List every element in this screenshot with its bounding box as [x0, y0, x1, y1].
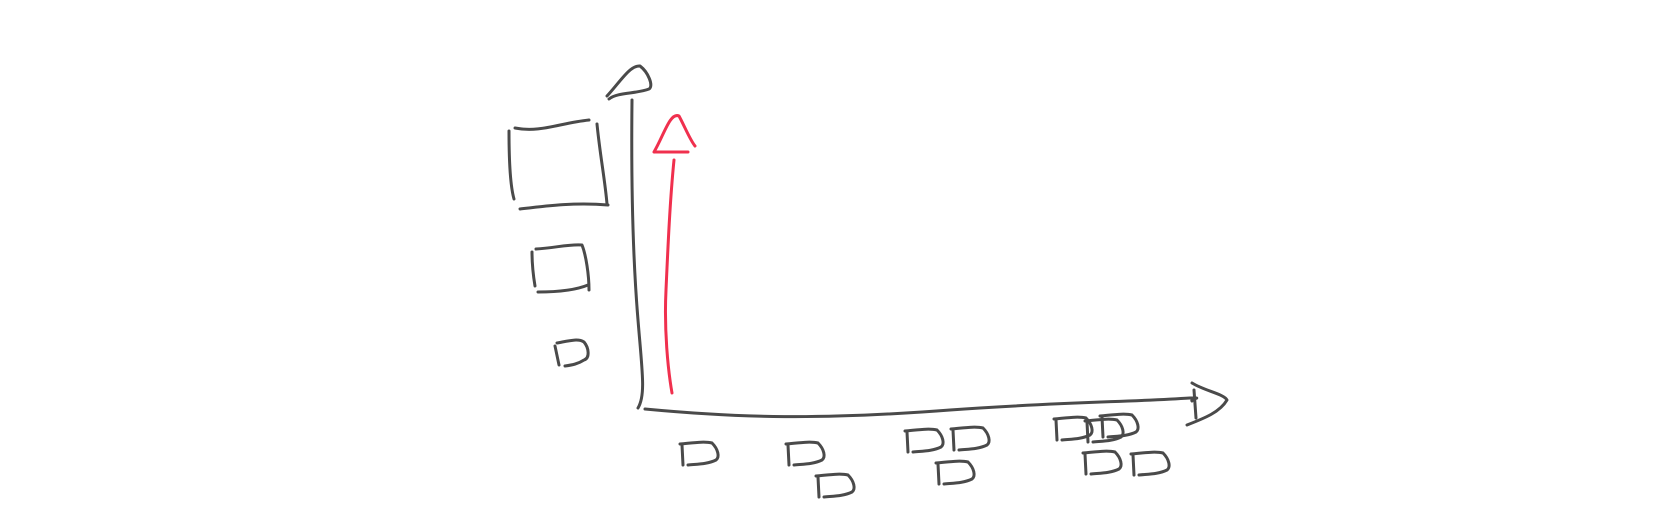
- x-axis-markers: [678, 412, 1171, 499]
- x-axis-d-marker: [1052, 415, 1094, 442]
- x-axis-arrowhead-base: [1192, 388, 1198, 420]
- x-axis-d-marker: [934, 459, 976, 486]
- x-axis-d-marker: [903, 427, 945, 454]
- x-axis-d-marker: [1098, 412, 1140, 439]
- x-axis-d-marker: [1083, 417, 1125, 444]
- x-axis-d-marker: [1081, 449, 1123, 476]
- y-axis-square-medium: [530, 243, 591, 294]
- x-axis-d-marker: [949, 425, 991, 452]
- y-axis-line: [630, 98, 645, 410]
- x-axis-arrowhead: [1185, 381, 1229, 427]
- y-axis-square-large: [507, 118, 610, 211]
- highlight-arrow-head: [652, 114, 697, 154]
- highlight-arrow-shaft: [663, 158, 676, 395]
- y-axis-arrowhead: [605, 64, 653, 101]
- x-axis-d-marker: [1129, 450, 1171, 477]
- x-axis-d-marker: [678, 440, 720, 467]
- y-axis-square-small: [553, 338, 590, 368]
- x-axis-d-marker: [784, 440, 826, 467]
- x-axis-d-marker: [814, 472, 856, 499]
